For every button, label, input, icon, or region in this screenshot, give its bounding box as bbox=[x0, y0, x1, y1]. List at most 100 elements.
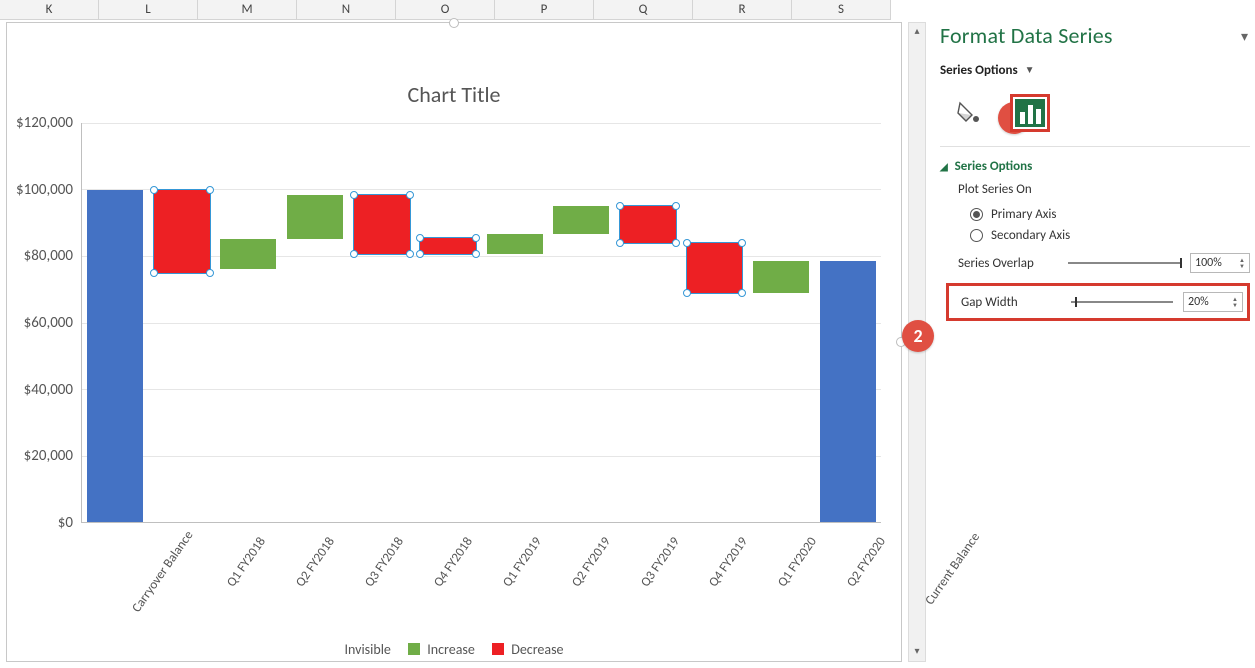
column-header[interactable]: Q bbox=[594, 0, 693, 19]
column-header[interactable]: O bbox=[396, 0, 495, 19]
scroll-up-icon[interactable]: ▴ bbox=[909, 23, 925, 41]
chart-handle-top[interactable] bbox=[449, 18, 459, 28]
plot-series-on-label: Plot Series On bbox=[958, 182, 1250, 197]
series-overlap-value: 100% bbox=[1195, 256, 1222, 270]
series-options-tab-selected[interactable] bbox=[1010, 94, 1050, 132]
series-overlap-slider[interactable] bbox=[1068, 262, 1180, 264]
bar-decrease[interactable] bbox=[420, 238, 476, 255]
selection-handle[interactable] bbox=[472, 234, 480, 242]
x-tick-label: Q2 FY2020 bbox=[833, 517, 896, 590]
selection-handle[interactable] bbox=[683, 239, 691, 247]
selection-handle[interactable] bbox=[672, 202, 680, 210]
legend-invisible-label: Invisible bbox=[344, 641, 390, 658]
gap-width-slider[interactable] bbox=[1071, 301, 1173, 303]
callout-badge-2: 2 bbox=[902, 320, 934, 352]
overlap-spinner[interactable]: ▲▼ bbox=[1239, 257, 1245, 269]
gap-spinner[interactable]: ▲▼ bbox=[1232, 296, 1238, 308]
bar-slot[interactable] bbox=[348, 123, 415, 522]
selection-handle[interactable] bbox=[406, 191, 414, 199]
bar-slot[interactable] bbox=[481, 123, 548, 522]
column-header[interactable]: P bbox=[495, 0, 594, 19]
bar-chart-icon bbox=[1015, 99, 1045, 127]
gap-width-input[interactable]: 20% ▲▼ bbox=[1183, 292, 1243, 312]
collapse-triangle-icon: ◢ bbox=[940, 160, 948, 173]
series-overlap-input[interactable]: 100% ▲▼ bbox=[1190, 253, 1250, 273]
x-axis-labels: Carryover BalanceQ1 FY2018Q2 FY2018Q3 FY… bbox=[81, 528, 881, 557]
bar-increase[interactable] bbox=[753, 261, 809, 293]
x-tick-label: Q4 FY2019 bbox=[695, 517, 758, 590]
column-header[interactable]: L bbox=[99, 0, 198, 19]
legend[interactable]: Invisible Increase Decrease bbox=[7, 641, 901, 658]
column-header[interactable]: N bbox=[297, 0, 396, 19]
scroll-down-icon[interactable]: ▾ bbox=[909, 643, 925, 661]
selection-handle[interactable] bbox=[672, 239, 680, 247]
x-tick-label: Q3 FY2018 bbox=[350, 517, 413, 590]
selection-handle[interactable] bbox=[738, 239, 746, 247]
selection-handle[interactable] bbox=[683, 289, 691, 297]
selection-handle[interactable] bbox=[150, 269, 158, 277]
secondary-axis-radio[interactable]: Secondary Axis bbox=[970, 228, 1250, 243]
format-pane-title: Format Data Series bbox=[940, 22, 1250, 49]
radio-selected-icon bbox=[970, 208, 983, 221]
x-tick-label: Q1 FY2018 bbox=[212, 517, 275, 590]
y-tick-label: $60,000 bbox=[24, 314, 73, 332]
bar-slot[interactable] bbox=[615, 123, 682, 522]
bar-balance[interactable] bbox=[820, 261, 876, 522]
primary-axis-radio[interactable]: Primary Axis bbox=[970, 207, 1250, 222]
bar-slot[interactable] bbox=[548, 123, 615, 522]
column-header[interactable]: S bbox=[792, 0, 891, 19]
bar-slot[interactable] bbox=[814, 123, 881, 522]
format-pane-menu-icon[interactable]: ▾ bbox=[1241, 28, 1248, 45]
bar-decrease[interactable] bbox=[620, 206, 676, 243]
selection-handle[interactable] bbox=[206, 269, 214, 277]
secondary-axis-label: Secondary Axis bbox=[991, 228, 1070, 243]
selection-handle[interactable] bbox=[738, 289, 746, 297]
selection-handle[interactable] bbox=[406, 250, 414, 258]
column-header[interactable]: R bbox=[693, 0, 792, 19]
y-tick-label: $20,000 bbox=[24, 447, 73, 465]
bar-balance[interactable] bbox=[87, 190, 143, 523]
gap-width-label: Gap Width bbox=[961, 295, 1018, 310]
bar-decrease[interactable] bbox=[154, 190, 210, 273]
format-pane: Format Data Series ▾ Series Options ▼ ◢ … bbox=[940, 22, 1250, 662]
series-overlap-label: Series Overlap bbox=[958, 256, 1034, 271]
y-tick-label: $80,000 bbox=[24, 247, 73, 265]
bar-increase[interactable] bbox=[487, 234, 543, 254]
bar-slot[interactable] bbox=[748, 123, 815, 522]
radio-unselected-icon bbox=[970, 229, 983, 242]
selection-handle[interactable] bbox=[616, 239, 624, 247]
selection-handle[interactable] bbox=[416, 234, 424, 242]
selection-handle[interactable] bbox=[350, 250, 358, 258]
chart-object[interactable]: Chart Title $0$20,000$40,000$60,000$80,0… bbox=[6, 22, 902, 662]
selection-handle[interactable] bbox=[472, 250, 480, 258]
selection-handle[interactable] bbox=[150, 186, 158, 194]
bar-increase[interactable] bbox=[220, 239, 276, 269]
primary-axis-label: Primary Axis bbox=[991, 207, 1056, 222]
selection-handle[interactable] bbox=[616, 202, 624, 210]
legend-decrease-swatch bbox=[492, 643, 504, 655]
x-tick-label: Q4 FY2018 bbox=[419, 517, 482, 590]
legend-decrease-label: Decrease bbox=[511, 641, 563, 658]
bar-increase[interactable] bbox=[553, 206, 609, 234]
fill-and-line-icon[interactable] bbox=[954, 99, 982, 127]
bar-slot[interactable] bbox=[681, 123, 748, 522]
series-options-section-header[interactable]: ◢ Series Options bbox=[940, 159, 1250, 174]
selection-handle[interactable] bbox=[206, 186, 214, 194]
bar-decrease[interactable] bbox=[354, 195, 410, 255]
selection-handle[interactable] bbox=[416, 250, 424, 258]
bar-slot[interactable] bbox=[215, 123, 282, 522]
x-tick-label: Q1 FY2019 bbox=[488, 517, 551, 590]
plot-area[interactable] bbox=[81, 123, 881, 523]
bar-slot[interactable] bbox=[82, 123, 149, 522]
bar-increase[interactable] bbox=[287, 195, 343, 240]
bar-slot[interactable] bbox=[149, 123, 216, 522]
bar-decrease[interactable] bbox=[687, 243, 743, 293]
column-header[interactable]: M bbox=[198, 0, 297, 19]
bar-slot[interactable] bbox=[415, 123, 482, 522]
selection-handle[interactable] bbox=[350, 191, 358, 199]
bar-slot[interactable] bbox=[282, 123, 349, 522]
column-headers: KLMNOPQRS bbox=[0, 0, 891, 20]
chart-title[interactable]: Chart Title bbox=[7, 81, 901, 108]
column-header[interactable]: K bbox=[0, 0, 99, 19]
series-options-dropdown[interactable]: Series Options ▼ bbox=[940, 63, 1250, 78]
